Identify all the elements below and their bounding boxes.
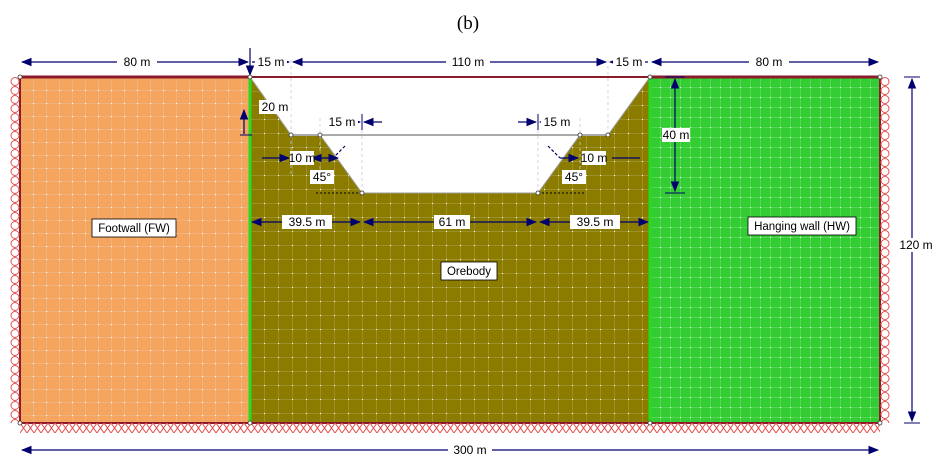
footwall-label: Footwall (FW) bbox=[98, 223, 170, 235]
dim-left-slope-angle: 45° bbox=[313, 170, 331, 184]
figure-caption: (b) bbox=[457, 13, 479, 34]
dim-middle-base: 61 m bbox=[439, 215, 466, 229]
right-roller-support bbox=[880, 77, 890, 423]
left-roller-support bbox=[10, 77, 20, 423]
orebody-mesh bbox=[250, 77, 650, 423]
dimension-guide-lines bbox=[290, 60, 609, 193]
dim-left-bench-depth: 20 m bbox=[262, 100, 289, 114]
dimension-label-backgrounds bbox=[117, 55, 936, 457]
dim-right-slope-angle: 45° bbox=[565, 170, 583, 184]
dim-right-base: 39.5 m bbox=[577, 215, 614, 229]
dim-left-bench-offset: 10 m bbox=[289, 151, 316, 165]
dim-right-bench-width: 15 m bbox=[544, 115, 571, 129]
orebody-label-box bbox=[440, 261, 498, 281]
dim-top-right-width: 80 m bbox=[756, 55, 783, 69]
hanging-wall-label: Hanging wall (HW) bbox=[754, 221, 850, 233]
dim-top-right-slope: 15 m bbox=[616, 55, 643, 69]
dim-right-bench-offset: 10 m bbox=[581, 151, 608, 165]
dim-total-height: 120 m bbox=[899, 238, 932, 252]
dim-right-depth: 40 m bbox=[663, 128, 690, 142]
dim-top-left-width: 80 m bbox=[124, 55, 151, 69]
footwall-label-box bbox=[91, 218, 177, 238]
bottom-pin-support bbox=[20, 423, 880, 433]
dim-left-bench-width: 15 m bbox=[329, 115, 356, 129]
dimension-ticks bbox=[240, 76, 920, 424]
footwall-mesh bbox=[20, 77, 250, 423]
dim-top-middle: 110 m bbox=[452, 55, 484, 69]
dim-left-base: 39.5 m bbox=[289, 215, 326, 229]
hanging-wall-label-box bbox=[747, 216, 857, 236]
orebody-label: Orebody bbox=[447, 266, 491, 278]
dim-total-width: 300 m bbox=[453, 443, 486, 457]
dim-top-left-slope: 15 m bbox=[258, 55, 285, 69]
key-nodes bbox=[17, 74, 883, 426]
